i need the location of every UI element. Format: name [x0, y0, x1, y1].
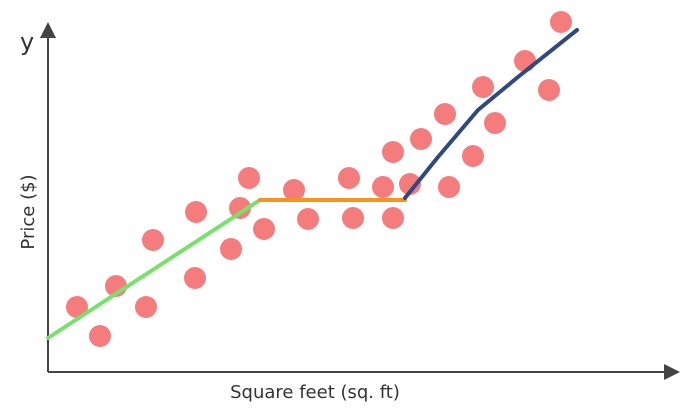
data-point: [438, 176, 460, 198]
data-point: [142, 229, 164, 251]
fit-line: [46, 198, 262, 340]
data-point: [297, 208, 319, 230]
data-point: [89, 325, 111, 347]
data-point: [372, 176, 394, 198]
data-point: [472, 76, 494, 98]
x-axis-label: Square feet (sq. ft): [230, 382, 400, 403]
data-point: [342, 207, 364, 229]
data-point: [462, 145, 484, 167]
data-point: [66, 296, 88, 318]
data-point: [382, 141, 404, 163]
data-point: [253, 218, 275, 240]
data-point: [238, 167, 260, 189]
fit-line: [403, 28, 579, 200]
data-point: [229, 197, 251, 219]
data-point: [410, 128, 432, 150]
data-point: [434, 103, 456, 125]
data-point: [184, 267, 206, 289]
data-point: [550, 11, 572, 33]
y-axis-label: Price ($): [18, 174, 39, 249]
data-point: [538, 79, 560, 101]
data-point: [399, 173, 421, 195]
data-point: [514, 50, 536, 72]
data-point: [484, 112, 506, 134]
data-point: [283, 179, 305, 201]
data-point: [135, 296, 157, 318]
data-point: [338, 167, 360, 189]
y-axis-symbol: y: [20, 28, 34, 56]
data-point: [382, 207, 404, 229]
data-point: [220, 238, 242, 260]
data-point: [185, 201, 207, 223]
